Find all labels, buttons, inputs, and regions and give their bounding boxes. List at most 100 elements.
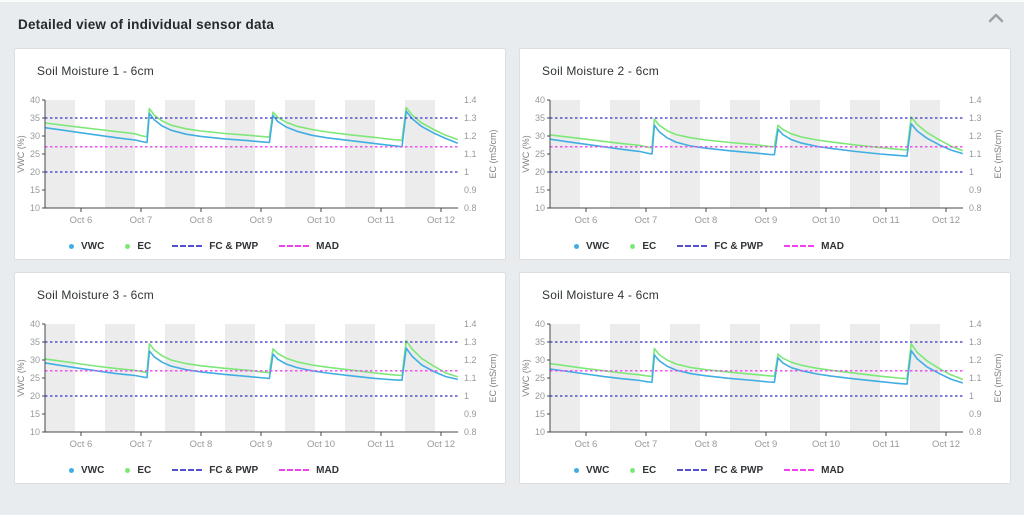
svg-text:1.2: 1.2	[969, 131, 982, 141]
mad-swatch-icon	[279, 469, 310, 471]
sensor-panel-3: Soil Moisture 3 - 6cm 40 35 30 25 20 15 10 1.4 1…	[14, 272, 506, 484]
chart-plot-area[interactable]	[45, 324, 458, 432]
series-vwc	[549, 122, 964, 157]
svg-text:15: 15	[30, 185, 40, 195]
y-axis-right-title: EC (mS/cm)	[488, 354, 498, 403]
legend-item-mad[interactable]: MAD	[784, 241, 844, 252]
legend-label: MAD	[316, 464, 339, 476]
legend-item-fc-pwp[interactable]: FC & PWP	[172, 241, 258, 252]
svg-text:1: 1	[969, 167, 974, 177]
svg-text:0.8: 0.8	[969, 203, 982, 213]
y-axis-left-title: VWC (%)	[16, 135, 26, 173]
legend-label: EC	[137, 240, 152, 252]
legend-item-mad[interactable]: MAD	[784, 465, 844, 476]
legend-item-vwc[interactable]: VWC	[574, 241, 609, 252]
svg-text:30: 30	[30, 131, 40, 141]
y-axis-left-title: VWC (%)	[521, 359, 531, 397]
ec-swatch-icon	[630, 467, 636, 473]
legend-item-vwc[interactable]: VWC	[574, 465, 609, 476]
chart-plot-area[interactable]	[45, 100, 458, 208]
legend-item-vwc[interactable]: VWC	[69, 241, 104, 252]
top-divider	[0, 0, 1024, 2]
legend-item-ec[interactable]: EC	[125, 465, 151, 476]
reference-lines	[45, 341, 458, 397]
legend-label: FC & PWP	[714, 464, 764, 476]
mad-swatch-icon	[784, 469, 815, 471]
svg-text:35: 35	[30, 113, 40, 123]
axes: 40 35 30 25 20 15 10 1.4 1.3 1.2 1.1 1 0.9 0.8 Oct 6 Oc…	[30, 319, 477, 450]
svg-text:Oct 10: Oct 10	[812, 439, 840, 450]
series-vwc	[44, 347, 458, 381]
svg-text:10: 10	[30, 427, 40, 437]
series-lines	[549, 342, 964, 385]
svg-text:15: 15	[30, 409, 40, 419]
series-lines	[549, 116, 964, 157]
legend-item-vwc[interactable]: VWC	[69, 465, 104, 476]
chart-title: Soil Moisture 4 - 6cm	[542, 288, 659, 302]
fc-pwp-swatch-icon	[172, 245, 203, 247]
svg-text:0.8: 0.8	[464, 203, 477, 213]
legend-item-mad[interactable]: MAD	[279, 241, 339, 252]
chevron-up-icon	[988, 13, 1004, 23]
legend-item-fc-pwp[interactable]: FC & PWP	[172, 465, 258, 476]
svg-text:15: 15	[535, 185, 545, 195]
legend-item-ec[interactable]: EC	[125, 241, 151, 252]
chart-legend: VWC EC FC & PWP MAD	[15, 239, 505, 253]
legend-item-fc-pwp[interactable]: FC & PWP	[677, 465, 763, 476]
svg-text:1.2: 1.2	[464, 131, 477, 141]
svg-text:30: 30	[535, 355, 545, 365]
ec-swatch-icon	[630, 243, 636, 249]
svg-text:35: 35	[535, 337, 545, 347]
chart-canvas: 40 35 30 25 20 15 10 1.4 1.3 1.2 1.1 1 0.9 0.8 Oct 6 Oc…	[16, 95, 498, 226]
chart-plot-area[interactable]	[550, 324, 963, 432]
legend-item-ec[interactable]: EC	[630, 241, 656, 252]
axes: 40 35 30 25 20 15 10 1.4 1.3 1.2 1.1 1 0.9 0.8 Oct 6 Oc…	[30, 95, 477, 226]
svg-text:Oct 7: Oct 7	[635, 439, 658, 450]
ec-swatch-icon	[125, 467, 131, 473]
svg-text:1.2: 1.2	[464, 355, 477, 365]
svg-text:30: 30	[535, 131, 545, 141]
legend-item-ec[interactable]: EC	[630, 465, 656, 476]
svg-text:0.9: 0.9	[969, 409, 982, 419]
svg-text:25: 25	[30, 149, 40, 159]
chart-canvas: 40 35 30 25 20 15 10 1.4 1.3 1.2 1.1 1 0.9 0.8 Oct 6 Oc…	[521, 95, 1003, 226]
legend-label: VWC	[586, 464, 610, 476]
legend-label: FC & PWP	[209, 240, 259, 252]
chart-legend: VWC EC FC & PWP MAD	[15, 463, 505, 477]
fc-pwp-swatch-icon	[677, 469, 708, 471]
series-lines	[44, 339, 459, 381]
svg-text:20: 20	[535, 391, 545, 401]
chart-legend: VWC EC FC & PWP MAD	[520, 463, 1010, 477]
svg-text:0.9: 0.9	[464, 185, 477, 195]
svg-text:0.8: 0.8	[464, 427, 477, 437]
svg-text:Oct 12: Oct 12	[932, 439, 960, 450]
svg-text:Oct 6: Oct 6	[70, 439, 93, 450]
series-lines	[44, 106, 459, 148]
vwc-swatch-icon	[69, 467, 74, 473]
chart-title: Soil Moisture 3 - 6cm	[37, 288, 154, 302]
svg-text:1: 1	[464, 167, 469, 177]
legend-item-mad[interactable]: MAD	[279, 465, 339, 476]
axes: 40 35 30 25 20 15 10 1.4 1.3 1.2 1.1 1 0.9 0.8 Oct 6 Oc…	[535, 319, 982, 450]
svg-text:1.4: 1.4	[969, 319, 982, 329]
series-ec	[549, 116, 964, 152]
svg-text:20: 20	[30, 391, 40, 401]
y-axis-right-title: EC (mS/cm)	[993, 130, 1003, 179]
series-vwc	[549, 349, 964, 385]
legend-label: VWC	[586, 240, 610, 252]
svg-text:Oct 8: Oct 8	[190, 215, 213, 226]
svg-text:Oct 8: Oct 8	[695, 215, 718, 226]
ec-swatch-icon	[125, 243, 131, 249]
legend-item-fc-pwp[interactable]: FC & PWP	[677, 241, 763, 252]
svg-text:20: 20	[535, 167, 545, 177]
legend-label: EC	[642, 240, 657, 252]
chart-plot-area[interactable]	[550, 100, 963, 208]
svg-text:25: 25	[535, 149, 545, 159]
legend-label: VWC	[81, 464, 105, 476]
collapse-section-button[interactable]	[982, 6, 1010, 33]
svg-text:Oct 8: Oct 8	[190, 439, 213, 450]
charts-grid: Soil Moisture 1 - 6cm 40 35 30 25 20 15 10 1.4 1…	[0, 46, 1024, 484]
svg-text:1.1: 1.1	[464, 149, 477, 159]
svg-text:Oct 7: Oct 7	[635, 215, 658, 226]
svg-text:Oct 12: Oct 12	[427, 439, 455, 450]
